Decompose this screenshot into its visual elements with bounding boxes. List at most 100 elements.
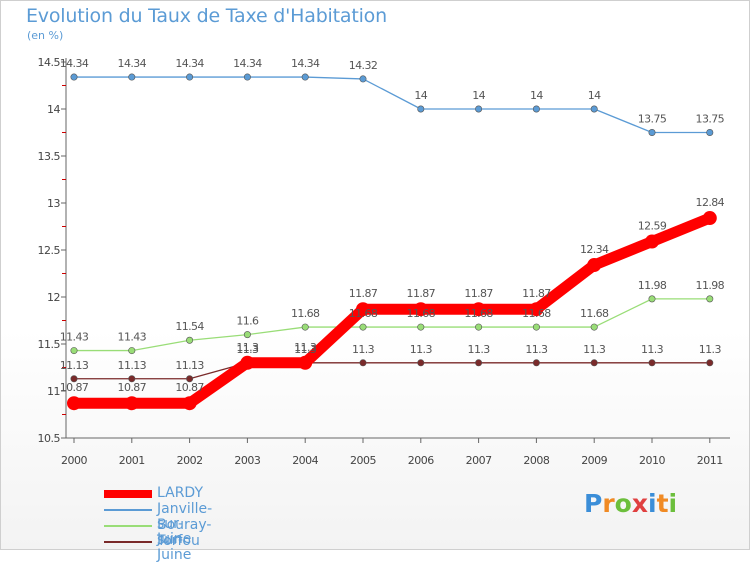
x-tick-label: 2003 [234, 454, 260, 467]
data-label: 11.68 [580, 307, 609, 320]
data-label: 11.68 [291, 307, 320, 320]
logo-letter: P [584, 489, 603, 518]
logo-letter: x [631, 489, 648, 518]
data-label: 11.87 [522, 287, 551, 300]
data-point [128, 347, 136, 355]
data-point [70, 375, 78, 383]
data-point [356, 302, 370, 317]
y-tick-label: 14.5 [38, 56, 61, 69]
data-label: 11.3 [410, 343, 433, 356]
data-label: 14.32 [349, 59, 378, 72]
data-point [359, 359, 367, 367]
data-point [706, 129, 714, 137]
data-point [70, 347, 78, 355]
data-point [67, 396, 81, 411]
data-point [475, 105, 483, 113]
data-label: 11.3 [294, 343, 317, 356]
data-label: 12.84 [696, 196, 725, 209]
data-point [475, 323, 483, 331]
data-label: 14.34 [175, 57, 204, 70]
data-point [417, 323, 425, 331]
data-label: 12.59 [638, 220, 667, 233]
legend-label: Torfou [157, 533, 200, 549]
legend-swatch [104, 509, 152, 511]
data-point [648, 295, 656, 303]
y-tick-label: 13 [47, 197, 60, 210]
data-label: 11.87 [349, 287, 378, 300]
data-label: 11.3 [294, 341, 317, 354]
data-point [532, 359, 540, 367]
series-line-lardy [68, 212, 716, 409]
data-label: 11.3 [468, 343, 491, 356]
data-label: 11.13 [175, 359, 204, 372]
data-label: 14 [530, 89, 543, 102]
y-tick-label: 11.5 [38, 338, 61, 351]
data-label: 11.13 [118, 359, 147, 372]
data-point [182, 396, 197, 411]
data-point [529, 302, 544, 317]
logo-letter: i [648, 489, 657, 518]
data-label: 11.68 [522, 307, 551, 320]
data-label: 13.75 [696, 113, 725, 126]
data-label: 11.3 [583, 343, 606, 356]
logo-letter: o [614, 489, 632, 518]
data-point [301, 323, 309, 331]
data-label: 11.3 [236, 343, 259, 356]
data-point [702, 211, 717, 226]
data-label: 11.3 [525, 343, 548, 356]
data-point [128, 73, 136, 81]
data-label: 11.3 [641, 343, 664, 356]
data-label: 11.43 [60, 331, 89, 344]
data-label: 11.68 [464, 307, 493, 320]
data-label: 11.98 [696, 279, 725, 292]
data-label: 14.34 [60, 57, 89, 70]
x-tick-label: 2001 [119, 454, 145, 467]
data-label: 11.6 [236, 315, 259, 328]
data-point [706, 359, 714, 367]
logo-letter: i [668, 489, 678, 518]
data-label: 11.54 [175, 320, 204, 333]
x-tick-label: 2002 [177, 454, 203, 467]
y-tick-label: 11 [47, 385, 60, 398]
data-label: 10.87 [118, 381, 147, 394]
data-point [359, 323, 367, 331]
logo-letter: r [602, 489, 615, 518]
legend-swatch [104, 525, 152, 527]
x-tick-label: 2009 [581, 454, 607, 467]
data-point [240, 355, 255, 370]
y-tick-label: 12 [47, 291, 60, 304]
data-point [648, 359, 656, 367]
data-label: 11.43 [118, 331, 147, 344]
data-point [532, 105, 540, 113]
data-label: 11.3 [699, 343, 722, 356]
x-tick-label: 2007 [466, 454, 492, 467]
data-point [298, 355, 313, 370]
data-point [590, 323, 598, 331]
data-point [590, 105, 598, 113]
data-label: 14 [414, 89, 427, 102]
y-tick-label: 10.5 [38, 432, 61, 445]
data-label: 11.87 [464, 287, 493, 300]
line-chart: 10.5 11 11.5 12 12.5 13 13.5 14 14.5 2000 2001 2002… [38, 56, 730, 467]
data-label: 10.87 [60, 381, 89, 394]
series-line-torfou [73, 362, 711, 380]
data-point [475, 359, 483, 367]
data-point [243, 331, 251, 339]
data-point [124, 396, 139, 411]
x-tick-label: 2005 [350, 454, 376, 467]
data-label: 11.98 [638, 279, 667, 292]
x-tick-label: 2004 [292, 454, 318, 467]
data-label: 14.34 [291, 57, 320, 70]
x-tick-label: 2000 [61, 454, 87, 467]
legend-label: Janville-sur-Juine [157, 501, 213, 547]
x-tick-label: 2011 [697, 454, 723, 467]
data-label: 14 [588, 89, 601, 102]
data-label: 11.3 [236, 341, 259, 354]
chart-title: Evolution du Taux de Taxe d'Habitation [26, 5, 387, 27]
data-point [70, 73, 78, 81]
chart-subtitle: (en %) [27, 29, 64, 42]
series-line-janville-sur-juine [73, 76, 711, 134]
data-label: 11.3 [352, 343, 375, 356]
proxiti-logo: Proxiti [584, 489, 677, 518]
data-label: 11.68 [407, 307, 436, 320]
